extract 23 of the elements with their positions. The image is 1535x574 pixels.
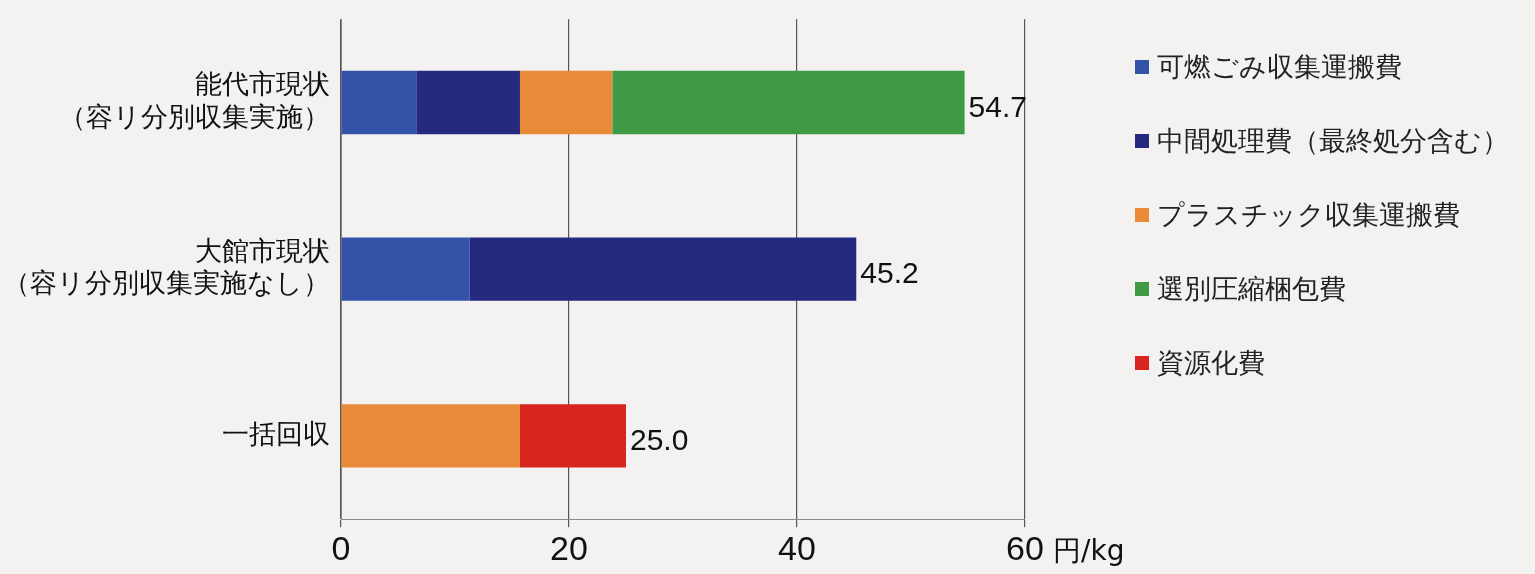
x-tick-label: 0 [331, 528, 351, 567]
bar [341, 237, 470, 301]
total-label: 45.2 [860, 256, 919, 290]
bar [519, 70, 613, 135]
x-axis-title: 円/kg [1053, 533, 1125, 567]
legend-label: プラスチック収集運搬費 [1157, 198, 1460, 232]
bar [612, 70, 965, 135]
bar [341, 404, 520, 468]
y-tick-label: 大館市現状（容リ分別収集実施なし） [3, 235, 330, 299]
legend-label: 資源化費 [1157, 346, 1265, 380]
bar [341, 70, 417, 135]
total-label: 25.0 [630, 423, 689, 457]
y-tick-label: 一括回収 [222, 417, 330, 449]
bar [416, 70, 520, 135]
legend-label: 中間処理費（最終処分含む） [1157, 124, 1509, 158]
x-tick-label: 60 [1006, 528, 1044, 567]
legend-label: 可燃ごみ収集運搬費 [1157, 50, 1402, 84]
y-tick-label: 能代市現状（容リ分別収集実施） [59, 68, 330, 132]
legend-label: 選別圧縮梱包費 [1157, 272, 1346, 306]
x-tick-label: 40 [778, 528, 816, 567]
x-tick-label: 20 [550, 528, 588, 567]
bar [469, 237, 857, 301]
bar [519, 404, 626, 468]
